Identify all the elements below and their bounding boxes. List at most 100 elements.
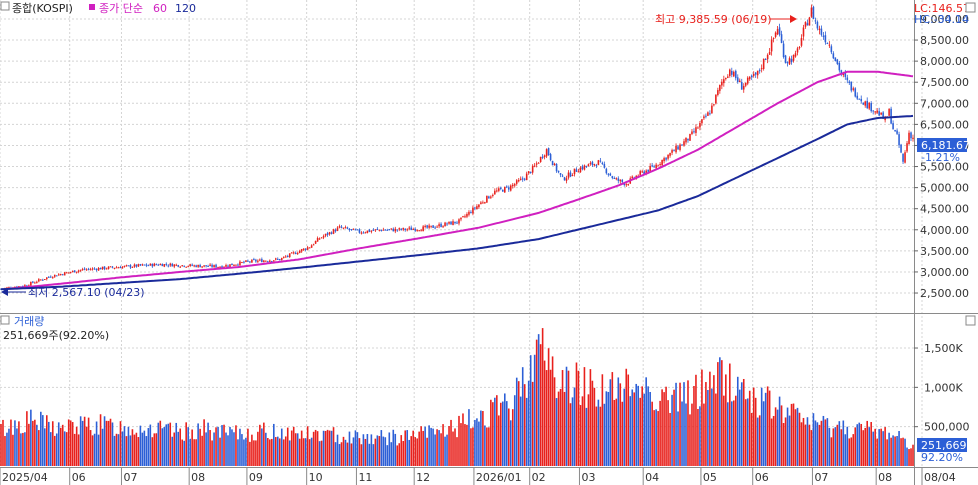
volume-bar — [340, 442, 343, 466]
candle-body — [675, 145, 677, 153]
volume-bar — [848, 438, 851, 466]
volume-bar — [671, 394, 673, 466]
volume-bar — [500, 402, 502, 466]
volume-bar — [388, 432, 391, 466]
candle-body — [824, 35, 827, 43]
volume-bar — [498, 415, 500, 466]
volume-bar — [117, 434, 120, 466]
volume-bar — [806, 417, 809, 466]
candle-body — [649, 165, 651, 172]
candle-body — [719, 84, 721, 91]
volume-bar — [91, 435, 94, 466]
candle-body — [705, 115, 707, 117]
volume-bar — [350, 443, 353, 466]
volume-bar — [888, 432, 890, 466]
volume-bar — [185, 422, 187, 466]
candle-body — [185, 266, 187, 268]
ma60-line — [8, 70, 914, 290]
candle-body — [175, 264, 178, 266]
volume-bar — [732, 400, 735, 466]
volume-bar — [398, 443, 401, 466]
candle-body — [0, 288, 2, 290]
candle-body — [424, 225, 426, 227]
volume-bar — [18, 421, 20, 466]
volume-bar — [850, 437, 853, 466]
candle-body — [545, 149, 548, 157]
volume-bar — [649, 391, 651, 466]
candle-body — [207, 265, 209, 267]
candle-body — [826, 42, 829, 44]
volume-bar — [318, 441, 321, 466]
volume-bar — [189, 438, 191, 466]
volume-bar — [241, 434, 243, 466]
candle-body — [494, 190, 496, 195]
volume-bar — [123, 426, 126, 466]
candle-body — [734, 70, 737, 79]
volume-bar — [517, 381, 520, 466]
volume-bar — [466, 424, 468, 466]
volume-bar — [364, 438, 367, 466]
candle-body — [742, 85, 745, 90]
volume-bar — [605, 391, 608, 466]
candle-body — [404, 228, 407, 231]
volume-collapse-icon[interactable] — [0, 315, 10, 325]
volume-bar — [468, 409, 470, 466]
volume-bar — [446, 434, 448, 466]
volume-bar — [912, 444, 914, 466]
volume-bar — [490, 399, 492, 466]
volume-bar — [298, 438, 301, 466]
candle-body — [221, 266, 223, 268]
volume-bar — [515, 377, 518, 466]
lc-value: LC:146.57 — [914, 2, 970, 15]
candle-body — [420, 230, 422, 232]
volume-bar — [271, 438, 273, 466]
candle-body — [500, 187, 502, 189]
volume-bar — [173, 432, 176, 466]
candle-body — [298, 250, 301, 254]
candle-body — [390, 228, 393, 230]
candle-body — [603, 164, 606, 168]
x-tick-label: 07 — [814, 471, 828, 484]
volume-bar — [579, 405, 582, 466]
volume-bar — [434, 434, 436, 466]
candle-body — [400, 228, 403, 230]
candle-body — [249, 261, 251, 263]
volume-bar — [211, 440, 213, 466]
candle-body — [607, 173, 610, 175]
price-y-tick-label: 4,500.00 — [920, 203, 969, 216]
hc-value: HC:-34.14 — [914, 13, 969, 26]
volume-bar — [557, 391, 560, 466]
candle-body — [344, 227, 347, 229]
candle-body — [284, 256, 287, 258]
x-tick-label: 06 — [72, 471, 86, 484]
volume-bar — [38, 430, 40, 466]
candle-body — [709, 113, 711, 115]
volume-bar — [685, 403, 687, 466]
candle-body — [308, 247, 311, 249]
candle-body — [197, 264, 199, 267]
volume-bar — [26, 411, 28, 466]
price-collapse-icon[interactable] — [0, 1, 10, 11]
volume-bar — [137, 437, 140, 466]
candle-body — [183, 265, 185, 267]
candle-body — [304, 248, 307, 250]
candle-body — [834, 57, 837, 62]
candle-body — [119, 267, 122, 269]
volume-bar — [36, 424, 38, 466]
candle-body — [153, 263, 156, 267]
volume-bar — [619, 383, 622, 466]
volume-bar — [376, 435, 379, 466]
ma120-line — [0, 114, 914, 291]
candle-body — [422, 226, 424, 232]
volume-bar — [559, 388, 562, 466]
volume-bar — [786, 407, 789, 466]
candle-body — [645, 170, 647, 175]
volume-panel-menu-icon[interactable] — [965, 315, 976, 326]
volume-bar — [884, 427, 886, 466]
volume-bar — [892, 435, 894, 466]
volume-bar — [519, 396, 522, 466]
candle-body — [868, 102, 870, 109]
price-panel-menu-icon[interactable] — [965, 2, 976, 13]
candle-body — [818, 28, 821, 30]
candle-body — [619, 179, 622, 182]
